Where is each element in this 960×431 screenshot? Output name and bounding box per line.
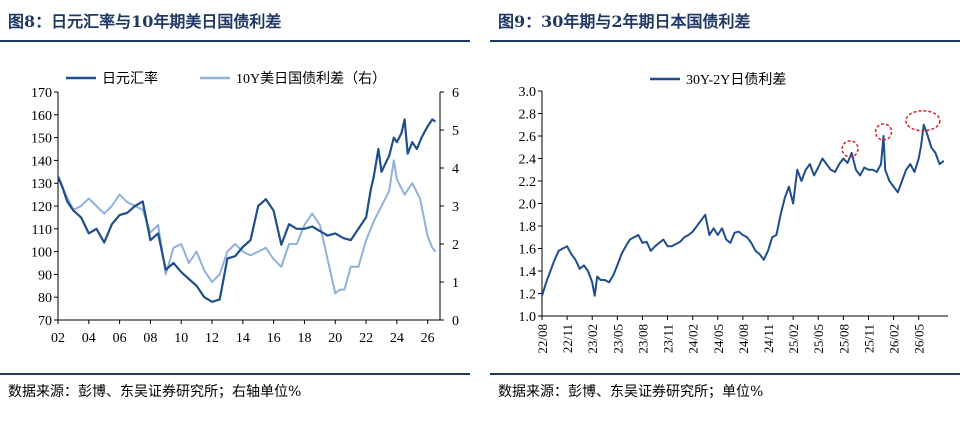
figure-9-title: 图9：30年期与2年期日本国债利差	[498, 12, 751, 31]
y-tick-label: 1.6	[519, 243, 537, 258]
x-tick-label: 23/11	[661, 324, 676, 353]
title-rule	[490, 40, 960, 42]
x-tick-label: 10	[174, 331, 188, 346]
highlight-circle	[905, 110, 941, 132]
x-tick-label: 24	[390, 331, 404, 346]
source-rule	[490, 373, 960, 375]
x-tick-label: 20	[328, 331, 342, 346]
figure-9-chart: 1.0 1.2 1.4 1.6 1.8 2.0 2.2 2.4 2.6 2.8 3.0 22/08 22…	[519, 72, 948, 354]
y-tick-label: 110	[32, 223, 52, 238]
y-tick-label: 120	[31, 200, 52, 215]
x-tick-label: 24/02	[686, 324, 701, 354]
series-jpy-rate-line	[56, 118, 437, 303]
y-tick-label: 160	[31, 109, 52, 124]
y-tick-label: 70	[38, 314, 52, 329]
series-yield-spread-line	[57, 159, 437, 295]
y-tick-label: 90	[38, 268, 52, 283]
x-tick-label: 25/11	[861, 324, 876, 353]
title-rule	[0, 40, 470, 42]
y-tick-label: 80	[38, 291, 52, 306]
x-tick-label: 16	[267, 331, 281, 346]
x-tick-label: 04	[82, 331, 96, 346]
y-tick-label: 140	[31, 154, 52, 169]
x-tick-label: 25/02	[786, 324, 801, 354]
x-tick-label: 26/05	[912, 324, 927, 354]
legend-label-jpy: 日元汇率	[102, 70, 158, 87]
x-tick-label: 23/05	[610, 324, 625, 354]
y-tick-label: 150	[31, 132, 52, 147]
figure-9-panel: 图9：30年期与2年期日本国债利差 1.0 1.2 1.4 1.6 1.8 2.0 2.2 2…	[490, 0, 960, 431]
highlight-circle	[841, 140, 859, 158]
x-tick-label: 22	[359, 331, 373, 346]
x-tick-label: 23/08	[635, 324, 650, 354]
y2-tick-label: 5	[452, 124, 459, 139]
y2-tick-label: 0	[452, 314, 459, 329]
y-tick-label: 100	[31, 246, 52, 261]
x-tick-label: 23/02	[585, 324, 600, 354]
y-tick-label: 1.2	[519, 288, 537, 303]
x-tick-label: 24/08	[736, 324, 751, 354]
x-tick-label: 08	[143, 331, 157, 346]
y-tick-label: 2.2	[519, 175, 537, 190]
figure-9-source: 数据来源：彭博、东吴证券研究所；单位%	[498, 384, 764, 400]
figure-8-source: 数据来源：彭博、东吴证券研究所；右轴单位%	[8, 384, 302, 400]
series-30y-2y-spread-line	[541, 123, 945, 297]
y-tick-label: 2.8	[519, 108, 537, 123]
y2-tick-label: 6	[452, 86, 459, 101]
y2-tick-label: 4	[452, 162, 459, 177]
figure-8-panel: 图8：日元汇率与10年期美日国债利差 70 80 90 100 110 120 130 140…	[0, 0, 470, 431]
y-tick-label: 2.4	[519, 153, 537, 168]
y-tick-label: 3.0	[519, 85, 537, 100]
legend-label-spread: 10Y美日国债利差（右）	[236, 71, 386, 87]
y-tick-label: 2.0	[519, 198, 537, 213]
x-tick-label: 22/11	[560, 324, 575, 353]
x-tick-label: 26/02	[887, 324, 902, 354]
highlight-circle	[874, 123, 893, 141]
y-tick-label: 1.8	[519, 220, 537, 235]
y-tick-label: 170	[31, 86, 52, 101]
x-tick-label: 24/11	[761, 324, 776, 353]
y-tick-label: 1.0	[519, 310, 537, 325]
y2-tick-label: 1	[452, 276, 459, 291]
x-tick-label: 25/08	[836, 324, 851, 354]
y-tick-label: 2.6	[519, 130, 537, 145]
y2-tick-label: 2	[452, 238, 459, 253]
x-tick-label: 02	[51, 331, 65, 346]
x-tick-label: 22/08	[535, 324, 550, 354]
x-tick-label: 12	[205, 331, 219, 346]
y-tick-label: 130	[31, 177, 52, 192]
y2-tick-label: 3	[452, 200, 459, 215]
x-tick-label: 24/05	[711, 324, 726, 354]
source-rule	[0, 373, 470, 375]
x-tick-label: 18	[297, 331, 311, 346]
legend-label: 30Y-2Y日债利差	[686, 72, 786, 88]
x-tick-label: 06	[113, 331, 127, 346]
x-tick-label: 25/05	[811, 324, 826, 354]
y-tick-label: 1.4	[519, 265, 537, 280]
figure-8-title: 图8：日元汇率与10年期美日国债利差	[8, 12, 282, 31]
x-tick-label: 14	[236, 331, 250, 346]
x-tick-label: 26	[421, 331, 435, 346]
